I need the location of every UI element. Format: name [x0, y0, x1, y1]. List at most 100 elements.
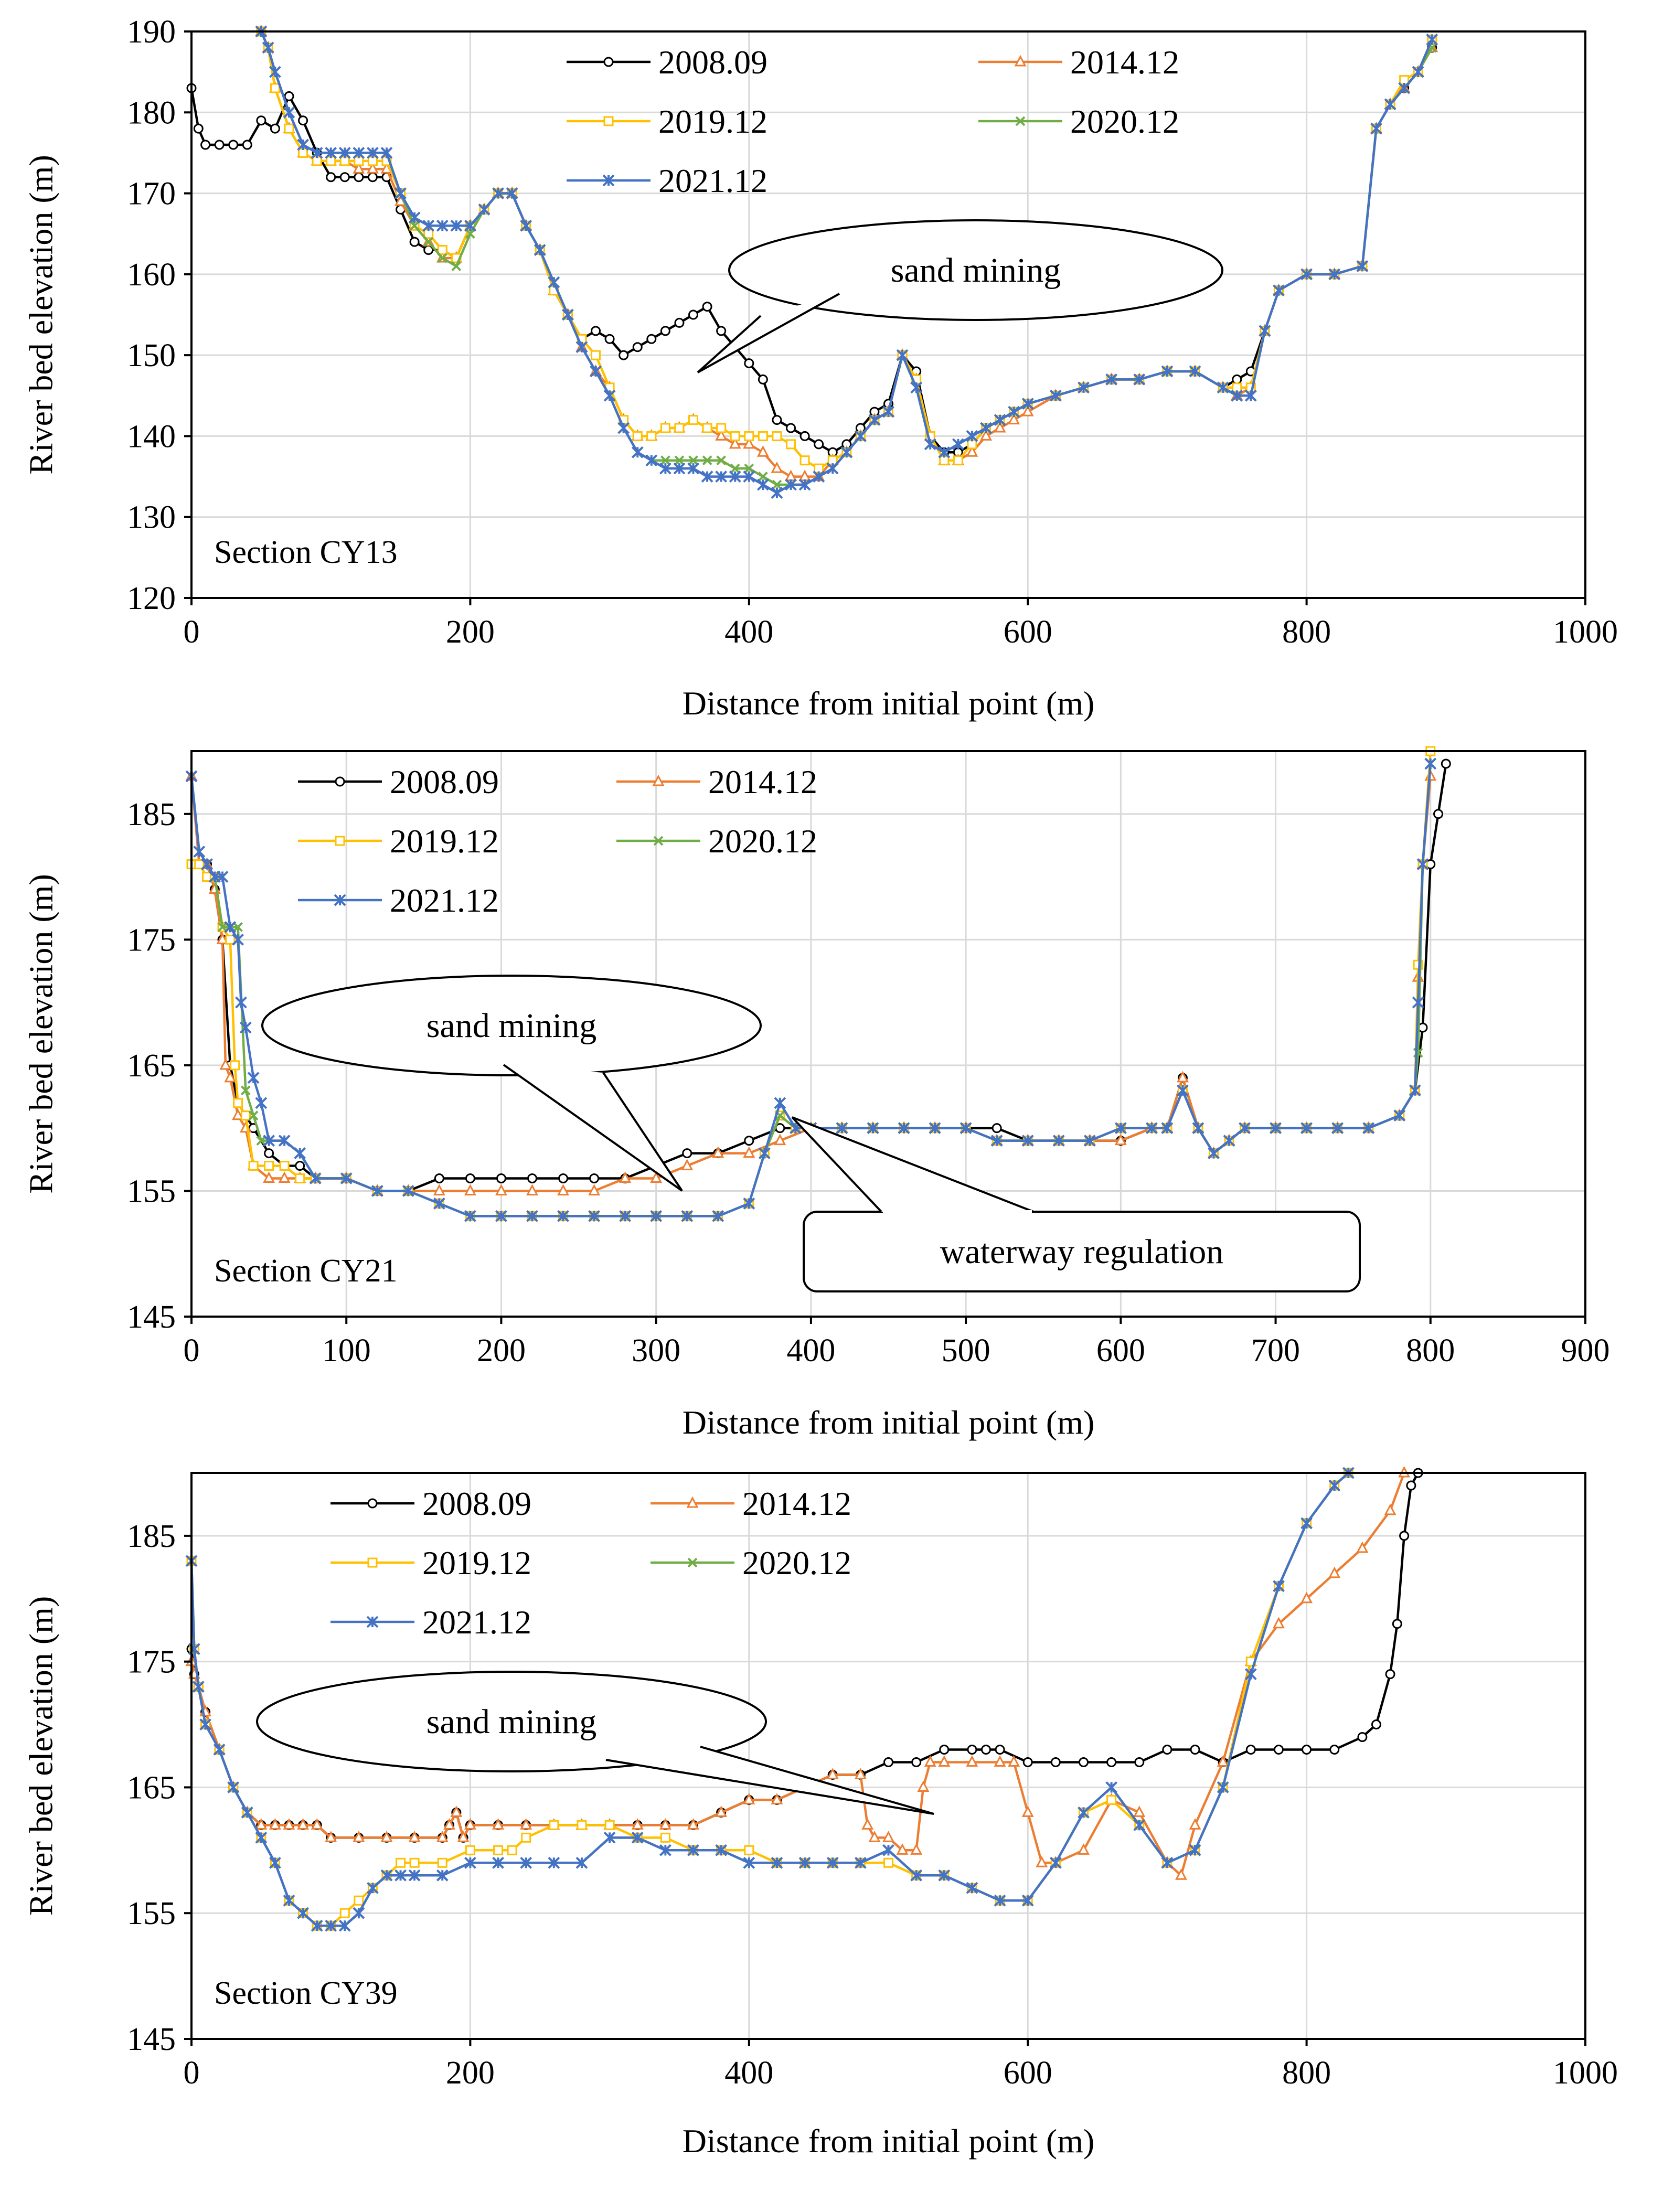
data-point — [952, 438, 964, 451]
data-point — [492, 1818, 505, 1830]
data-point — [716, 326, 727, 336]
data-point — [527, 1173, 537, 1183]
data-point — [465, 229, 475, 239]
data-point — [632, 431, 643, 441]
callout: sand mining — [261, 975, 762, 1192]
data-point — [688, 415, 699, 425]
data-point — [619, 1210, 632, 1222]
data-point — [256, 115, 266, 126]
data-point — [1300, 1122, 1313, 1135]
data-point — [910, 1869, 923, 1882]
data-point — [1078, 1806, 1090, 1819]
data-point — [520, 1818, 532, 1830]
data-point — [631, 1831, 644, 1844]
x-tick-label: 400 — [724, 614, 773, 650]
y-tick-label: 120 — [127, 581, 176, 616]
data-point — [730, 431, 740, 441]
y-tick-label: 145 — [127, 2022, 176, 2057]
data-point — [674, 455, 685, 466]
data-point — [225, 934, 236, 945]
data-point — [1270, 1122, 1282, 1135]
data-point — [520, 1856, 532, 1869]
data-point — [241, 1806, 253, 1819]
data-point — [681, 1210, 694, 1222]
data-point — [1328, 1566, 1341, 1578]
legend-marker — [603, 57, 614, 67]
data-point — [730, 463, 740, 474]
data-point — [854, 1856, 867, 1869]
x-tick-label: 400 — [724, 2055, 773, 2091]
data-point — [617, 422, 630, 434]
data-point — [1300, 268, 1313, 281]
data-point — [409, 1857, 420, 1868]
legend-label: 2021.12 — [658, 162, 767, 199]
data-point — [603, 1831, 616, 1844]
data-point — [868, 414, 881, 426]
data-point — [619, 350, 629, 360]
data-point — [224, 1071, 237, 1083]
data-point — [953, 455, 963, 466]
legend-item-2020.12: 2020.12 — [978, 103, 1179, 140]
data-point — [979, 429, 992, 441]
data-point — [994, 1755, 1006, 1767]
data-point — [910, 1843, 923, 1855]
data-point — [214, 140, 225, 150]
callout: sand mining — [256, 1671, 934, 1815]
x-tick-label: 700 — [1251, 1333, 1300, 1369]
data-point — [1133, 1819, 1146, 1831]
data-point — [367, 172, 378, 183]
data-point — [240, 1085, 251, 1096]
data-point — [1371, 1719, 1381, 1730]
data-point — [465, 1845, 475, 1855]
data-point — [256, 1136, 266, 1146]
data-point — [1021, 404, 1034, 416]
data-point — [744, 1845, 754, 1855]
callout-pointer — [605, 1746, 934, 1815]
data-point — [283, 106, 295, 119]
data-point — [464, 219, 476, 232]
data-point — [854, 1768, 867, 1779]
data-point — [1412, 996, 1424, 1009]
data-point — [311, 1818, 323, 1830]
data-point — [264, 1148, 274, 1159]
data-point — [1192, 1122, 1204, 1135]
data-point — [235, 996, 247, 1009]
data-point — [297, 138, 309, 151]
data-point — [464, 1184, 476, 1195]
y-tick-label: 175 — [127, 922, 176, 958]
data-point — [1412, 66, 1424, 78]
data-point — [744, 431, 754, 441]
data-point — [1384, 1503, 1397, 1515]
data-point — [588, 1184, 601, 1195]
legend-marker — [1015, 116, 1026, 126]
data-point — [772, 431, 782, 441]
callout-text: waterway regulation — [940, 1233, 1224, 1271]
data-point — [826, 462, 839, 475]
data-point — [297, 1818, 310, 1830]
legend-label: 2021.12 — [390, 882, 499, 919]
data-point — [756, 445, 769, 457]
data-point — [507, 1845, 517, 1855]
data-point — [1008, 413, 1020, 425]
legend-item-2014.12: 2014.12 — [616, 763, 817, 800]
data-point — [744, 463, 754, 474]
data-point — [631, 446, 644, 458]
data-point — [771, 461, 783, 473]
data-point — [758, 472, 768, 482]
data-point — [255, 1818, 268, 1830]
legend-item-2014.12: 2014.12 — [651, 1485, 851, 1522]
chart-panel-cy39: 0 200 400 600 800 1000 145 155 165 175 185 Distanc… — [23, 1467, 1618, 2160]
data-point — [1331, 1122, 1344, 1135]
data-point — [283, 1818, 295, 1830]
data-point — [437, 1857, 447, 1868]
data-point — [729, 437, 741, 449]
callout-bubble — [728, 219, 1223, 321]
y-axis-label: River bed elevation (m) — [23, 1596, 60, 1916]
x-tick-label: 600 — [1004, 2055, 1052, 2091]
x-axis-label: Distance from initial point (m) — [683, 2122, 1095, 2160]
legend-marker — [687, 1557, 698, 1568]
data-point — [1052, 1135, 1065, 1147]
legend-item-2019.12: 2019.12 — [331, 1544, 531, 1581]
y-tick-label: 150 — [127, 338, 176, 373]
data-point — [1133, 1805, 1146, 1817]
